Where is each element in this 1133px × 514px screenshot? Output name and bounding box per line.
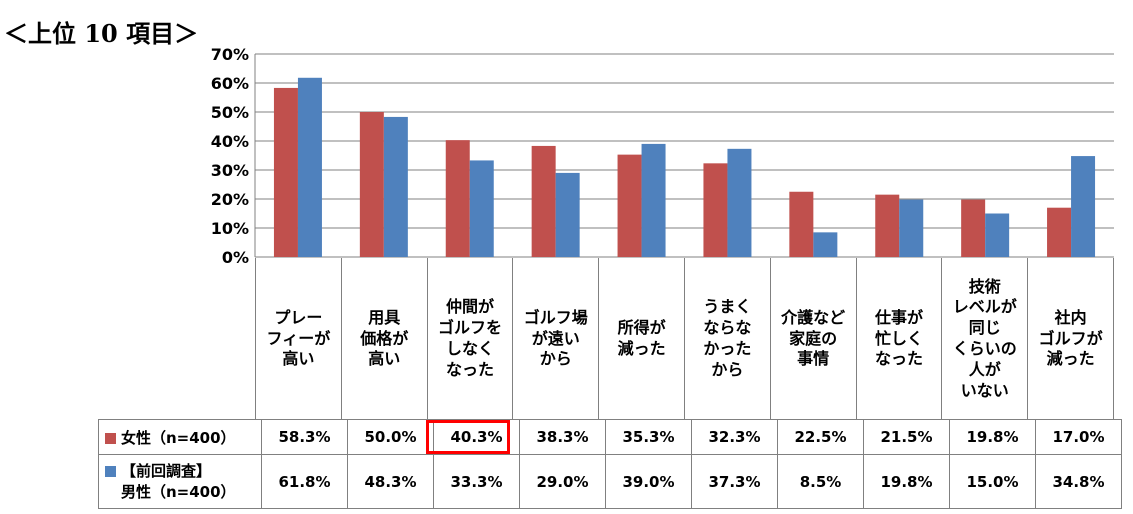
bar-female (617, 154, 642, 257)
bar-female (875, 194, 900, 257)
y-tick-label: 50% (211, 103, 249, 122)
female-value-cell: 50.0% (347, 419, 434, 455)
category-label: ゴルフ場 が遠い から (513, 258, 600, 420)
y-tick-label: 20% (211, 190, 249, 209)
male-swatch (105, 466, 116, 478)
highlight-box (426, 420, 510, 454)
male-label-line1: 【前回調査】 (121, 462, 212, 481)
male-value-cell: 33.3% (433, 454, 520, 509)
male-value-cell: 8.5% (777, 454, 864, 509)
female-label: 女性（n=400） (121, 428, 236, 447)
bar-male (727, 148, 752, 257)
female-value-cell: 32.3% (691, 419, 778, 455)
bar-male (899, 199, 924, 257)
bar-male (1071, 156, 1096, 257)
bar-male (985, 213, 1010, 257)
bar-male (469, 160, 494, 257)
category-label: 所得が 減った (599, 258, 685, 420)
bar-female (359, 112, 384, 257)
category-label: 仕事が 忙しく なった (857, 258, 943, 420)
female-value-cell: 22.5% (777, 419, 864, 455)
bar-female (789, 191, 814, 257)
category-label: 仲間が ゴルフを しなく なった (428, 258, 514, 420)
female-value-cell: 38.3% (519, 419, 606, 455)
y-tick-label: 40% (211, 132, 249, 151)
female-value-cell: 21.5% (863, 419, 950, 455)
category-label: 介護など 家庭の 事情 (771, 258, 857, 420)
bar-female (273, 87, 298, 258)
y-axis-ticks: 0% 10% 20% 30% 40% 50% 60% 70% (211, 45, 249, 267)
bar-male (383, 116, 408, 258)
category-label: 技術 レベルが 同じ くらいの 人が いない (942, 258, 1029, 420)
male-value-cell: 29.0% (519, 454, 606, 509)
y-tick-label: 30% (211, 161, 249, 180)
data-table: 女性（n=400） 58.3% 50.0% 40.3% 38.3% 35.3% 32.3%… (98, 419, 1122, 509)
female-value-cell: 35.3% (605, 419, 692, 455)
female-row: 女性（n=400） 58.3% 50.0% 40.3% 38.3% 35.3% 32.3%… (98, 419, 1122, 455)
male-value-cell: 39.0% (605, 454, 692, 509)
female-swatch (105, 432, 116, 444)
bar-male (641, 143, 666, 257)
category-label: プレー フィーが 高い (256, 258, 342, 420)
bar-male (555, 172, 580, 257)
chart-title: ＜上位 10 項目＞ (4, 19, 199, 48)
category-label: 用具 価格が 高い (342, 258, 428, 420)
male-label-line2: 男性（n=400） (121, 482, 236, 501)
bar-female (961, 199, 986, 257)
bar-female (445, 140, 470, 257)
female-value-cell: 58.3% (261, 419, 348, 455)
bars (273, 77, 1096, 258)
female-value-cell: 40.3% (433, 419, 520, 455)
y-tick-label: 60% (211, 74, 249, 93)
bar-female (1047, 207, 1072, 257)
bar-female (531, 145, 556, 257)
male-value-cell: 15.0% (949, 454, 1036, 509)
male-value-cell: 19.8% (863, 454, 950, 509)
male-value-cell: 37.3% (691, 454, 778, 509)
bar-female (703, 163, 728, 257)
male-value-cell: 48.3% (347, 454, 434, 509)
y-tick-label: 0% (222, 248, 249, 267)
male-legend: 【前回調査】 男性（n=400） (98, 454, 262, 509)
male-value-cell: 61.8% (261, 454, 348, 509)
female-legend: 女性（n=400） (98, 419, 262, 455)
category-label: 社内 ゴルフが 減った (1028, 258, 1114, 420)
y-tick-label: 70% (211, 45, 249, 64)
male-row: 【前回調査】 男性（n=400） 61.8% 48.3% 33.3% 29.0% 39.0… (98, 454, 1122, 509)
y-tick-label: 10% (211, 219, 249, 238)
male-value-cell: 34.8% (1035, 454, 1122, 509)
female-value-cell: 19.8% (949, 419, 1036, 455)
bar-male (813, 232, 838, 257)
bar-male (297, 77, 322, 257)
female-value-cell: 17.0% (1035, 419, 1122, 455)
category-label: うまく ならな かった から (685, 258, 771, 420)
category-labels: プレー フィーが 高い 用具 価格が 高い 仲間が ゴルフを しなく なった ゴルフ場… (255, 258, 1114, 420)
